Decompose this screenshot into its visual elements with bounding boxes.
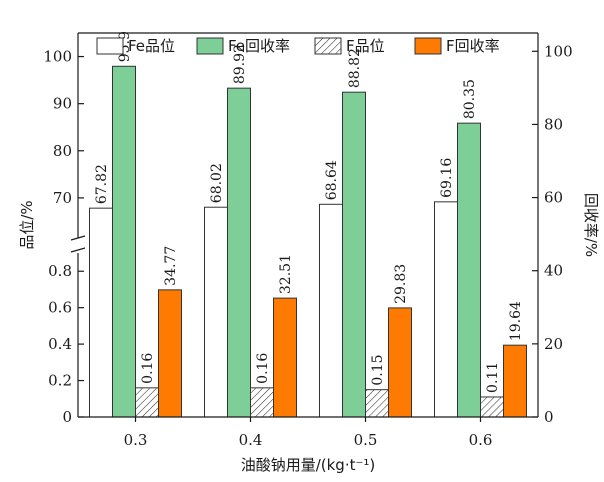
left-lower-tick-label: 0.4	[48, 335, 72, 353]
data-label-f-grade: 0.16	[255, 353, 271, 384]
data-label-f-recovery: 34.77	[163, 246, 179, 286]
left-upper-tick-label: 80	[53, 142, 72, 160]
right-tick-label: 80	[544, 115, 563, 133]
left-upper-tick-label: 70	[53, 189, 72, 207]
x-tick-label: 0.6	[469, 431, 493, 449]
right-tick-label: 0	[544, 408, 554, 426]
legend-swatch-fe-recovery	[196, 37, 224, 55]
legend-label-fe-recovery: Fe回收率	[228, 37, 290, 55]
data-label-fe-recovery: 80.35	[462, 79, 478, 119]
right-tick-label: 100	[544, 42, 573, 60]
data-label-f-recovery: 29.83	[393, 264, 409, 304]
bar-f-grade	[250, 387, 274, 418]
left-lower-tick-label: 0	[62, 408, 72, 426]
legend-label-f-recovery: F回收率	[446, 37, 500, 55]
bar-fe-grade	[204, 206, 228, 418]
bar-fe-grade	[434, 201, 458, 418]
data-label-fe-recovery: 88.82	[347, 48, 363, 88]
left-upper-tick-label: 90	[53, 95, 72, 113]
bar-f-recovery	[388, 307, 412, 418]
data-label-fe-grade: 68.64	[324, 160, 340, 200]
legend-label-f-grade: F品位	[346, 37, 385, 55]
bar-fe-recovery	[112, 65, 136, 418]
bar-f-recovery	[158, 289, 182, 418]
x-tick-label: 0.3	[124, 431, 148, 449]
legend-label-fe-grade: Fe品位	[128, 37, 175, 55]
bars-group	[89, 65, 527, 418]
legend: Fe品位 Fe回收率 F品位 F回收率	[96, 37, 500, 55]
data-label-fe-grade: 67.82	[94, 164, 110, 204]
bar-f-recovery	[273, 297, 297, 418]
data-label-f-grade: 0.15	[370, 354, 386, 385]
right-axis-title: 回收率/%	[582, 193, 600, 257]
right-tick-label: 20	[544, 335, 563, 353]
bar-fe-recovery	[457, 122, 481, 418]
plot-frame	[77, 32, 539, 418]
axis-break-mark	[70, 235, 86, 253]
ticks-group: 70 80 90 100 0 0.2 0.4 0.6 0.8 0 20 40 60 80 100 0.3 0.4…	[43, 42, 572, 449]
bar-fe-grade	[319, 203, 343, 418]
data-label-fe-grade: 68.02	[209, 163, 225, 203]
legend-swatch-f-recovery	[414, 37, 442, 55]
x-tick-label: 0.5	[354, 431, 378, 449]
bar-f-recovery	[503, 344, 527, 418]
bar-fe-recovery	[227, 87, 251, 418]
data-label-fe-recovery: 89.92	[232, 44, 248, 84]
bar-f-grade	[135, 387, 159, 418]
bar-fe-grade	[89, 207, 113, 418]
bar-f-grade	[480, 396, 504, 418]
bar-fe-recovery	[342, 91, 366, 418]
legend-swatch-fe-grade	[96, 37, 124, 55]
left-axis-title: 品位/%	[18, 200, 36, 249]
x-axis-title: 油酸钠用量/(kg·t⁻¹)	[241, 456, 376, 474]
left-upper-tick-label: 100	[43, 48, 72, 66]
bar-f-grade	[365, 389, 389, 418]
data-label-f-recovery: 19.64	[508, 301, 524, 341]
data-label-f-grade: 0.11	[485, 362, 501, 393]
legend-swatch-f-grade	[314, 37, 342, 55]
data-label-fe-grade: 69.16	[439, 158, 455, 198]
left-lower-tick-label: 0.2	[48, 372, 72, 390]
left-lower-tick-label: 0.8	[48, 262, 72, 280]
right-tick-label: 40	[544, 262, 563, 280]
data-label-f-grade: 0.16	[140, 353, 156, 384]
data-label-f-recovery: 32.51	[278, 254, 294, 294]
x-tick-label: 0.4	[239, 431, 263, 449]
left-lower-tick-label: 0.6	[48, 299, 72, 317]
right-tick-label: 60	[544, 189, 563, 207]
